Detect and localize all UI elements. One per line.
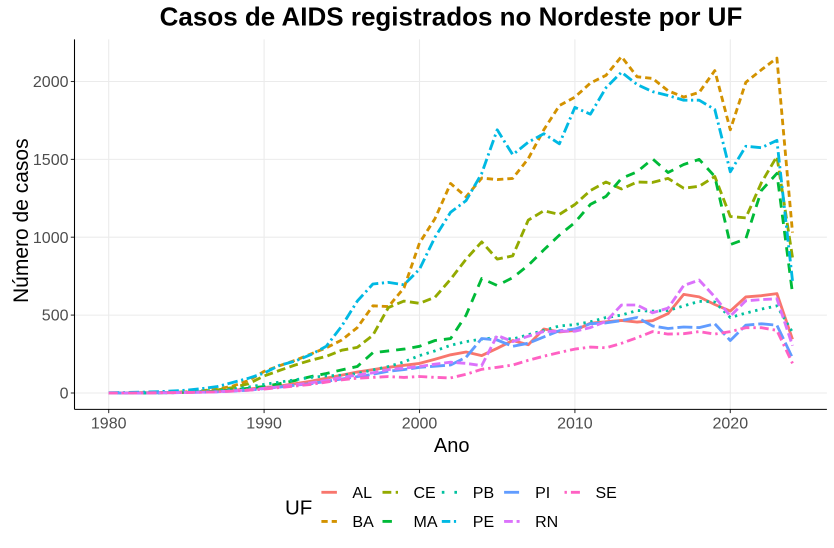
svg-text:2000: 2000 (402, 416, 438, 433)
svg-text:2010: 2010 (557, 416, 593, 433)
svg-text:PE: PE (473, 514, 494, 531)
svg-text:1000: 1000 (33, 230, 69, 247)
svg-text:Casos de AIDS registrados no N: Casos de AIDS registrados no Nordeste po… (160, 2, 743, 32)
svg-text:Ano: Ano (434, 435, 470, 457)
svg-text:BA: BA (352, 514, 374, 531)
svg-text:Número de casos: Número de casos (10, 138, 33, 303)
svg-text:1980: 1980 (91, 416, 127, 433)
svg-text:1990: 1990 (246, 416, 282, 433)
svg-text:UF: UF (285, 496, 312, 519)
svg-text:MA: MA (414, 514, 438, 531)
svg-text:PB: PB (473, 485, 494, 502)
svg-text:0: 0 (60, 386, 69, 403)
svg-text:2000: 2000 (33, 74, 69, 91)
svg-text:RN: RN (535, 514, 558, 531)
svg-text:PI: PI (535, 485, 550, 502)
svg-text:AL: AL (352, 485, 372, 502)
svg-text:CE: CE (414, 485, 436, 502)
svg-text:500: 500 (42, 308, 69, 325)
svg-text:2020: 2020 (713, 416, 749, 433)
svg-text:1500: 1500 (33, 152, 69, 169)
svg-text:SE: SE (596, 485, 617, 502)
